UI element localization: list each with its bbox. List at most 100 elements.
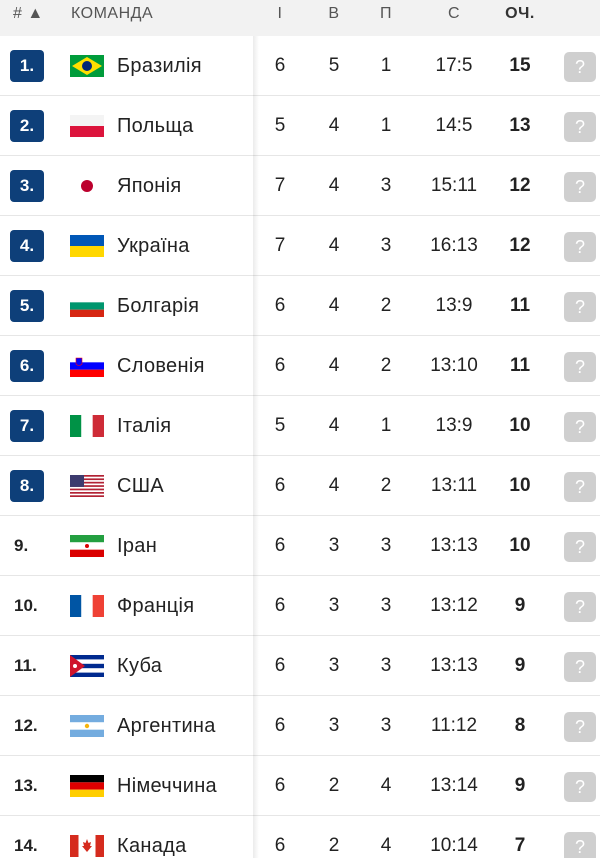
form-help-icon[interactable]: ?	[564, 832, 596, 858]
canada-flag-icon	[70, 835, 104, 857]
sets-cell: 10:14	[430, 835, 478, 856]
points-cell: 11	[509, 295, 531, 316]
table-row[interactable]: 6. Словенія 6 4 2 13:10 11?	[0, 336, 600, 396]
team-name[interactable]: США	[117, 475, 165, 497]
sets-cell: 15:11	[430, 175, 478, 196]
sets-cell: 11:12	[430, 715, 478, 736]
won-cell: 5	[328, 55, 340, 76]
lost-cell: 1	[380, 415, 392, 436]
team-name[interactable]: Словенія	[117, 355, 205, 377]
table-row[interactable]: 12. Аргентина 6 3 3 11:12 8?	[0, 696, 600, 756]
form-help-icon[interactable]: ?	[564, 412, 596, 442]
lost-cell: 2	[380, 295, 392, 316]
team-name[interactable]: Болгарія	[117, 295, 200, 317]
won-cell: 2	[328, 835, 340, 856]
france-flag-icon	[70, 595, 104, 617]
table-row[interactable]: 11. Куба 6 3 3 13:13 9?	[0, 636, 600, 696]
team-name[interactable]: Німеччина	[117, 775, 217, 797]
won-cell: 4	[328, 415, 340, 436]
played-column-header[interactable]: І	[277, 5, 283, 22]
won-cell: 3	[328, 595, 340, 616]
form-help-icon[interactable]: ?	[564, 472, 596, 502]
team-name[interactable]: Аргентина	[117, 715, 216, 737]
table-row[interactable]: 1. Бразилія 6 5 1 17:5 15?	[0, 36, 600, 96]
table-row[interactable]: 5. Болгарія 6 4 2 13:9 11?	[0, 276, 600, 336]
played-cell: 7	[274, 175, 286, 196]
form-help-icon[interactable]: ?	[564, 112, 596, 142]
iran-flag-icon	[70, 535, 104, 557]
team-name[interactable]: Франція	[117, 595, 195, 617]
lost-cell: 2	[380, 355, 392, 376]
team-name[interactable]: Іран	[117, 535, 158, 557]
points-cell: 15	[509, 55, 531, 76]
cuba-flag-icon	[70, 655, 104, 677]
played-cell: 5	[274, 115, 286, 136]
rank-badge: 2.	[10, 110, 44, 142]
played-cell: 6	[274, 355, 286, 376]
won-cell: 4	[328, 115, 340, 136]
form-help-icon[interactable]: ?	[564, 652, 596, 682]
rank-badge: 6.	[10, 350, 44, 382]
won-cell: 3	[328, 535, 340, 556]
team-name[interactable]: Канада	[117, 835, 187, 857]
rank-badge: 3.	[10, 170, 44, 202]
table-row[interactable]: 3. Японія 7 4 3 15:11 12?	[0, 156, 600, 216]
form-help-icon[interactable]: ?	[564, 52, 596, 82]
form-help-icon[interactable]: ?	[564, 712, 596, 742]
team-name[interactable]: Польща	[117, 115, 194, 137]
rank-badge: 12.	[14, 716, 38, 735]
form-help-icon[interactable]: ?	[564, 352, 596, 382]
team-column-header[interactable]: КОМАНДА	[71, 5, 154, 22]
lost-cell: 4	[380, 835, 392, 856]
won-cell: 4	[328, 175, 340, 196]
sets-column-header[interactable]: С	[447, 5, 461, 22]
table-row[interactable]: 10. Франція 6 3 3 13:12 9?	[0, 576, 600, 636]
points-cell: 13	[509, 115, 531, 136]
ukraine-flag-icon	[70, 235, 104, 257]
rank-badge: 1.	[10, 50, 44, 82]
table-row[interactable]: 13. Німеччина 6 2 4 13:14 9?	[0, 756, 600, 816]
table-row[interactable]: 8. США 6 4 2 13:11 10?	[0, 456, 600, 516]
points-cell: 9	[514, 655, 526, 676]
sets-cell: 13:9	[435, 295, 473, 316]
form-help-icon[interactable]: ?	[564, 172, 596, 202]
brazil-flag-icon	[70, 55, 104, 77]
won-cell: 4	[328, 475, 340, 496]
table-row[interactable]: 14. Канада 6 2 4 10:14 7?	[0, 816, 600, 858]
rank-badge: 13.	[14, 776, 38, 795]
table-row[interactable]: 2. Польща 5 4 1 14:5 13?	[0, 96, 600, 156]
table-row[interactable]: 7. Італія 5 4 1 13:9 10?	[0, 396, 600, 456]
team-name[interactable]: Україна	[117, 235, 190, 257]
won-cell: 4	[328, 355, 340, 376]
usa-flag-icon	[70, 475, 104, 497]
won-cell: 4	[328, 295, 340, 316]
team-name[interactable]: Куба	[117, 655, 163, 677]
points-column-header[interactable]: ОЧ.	[505, 5, 535, 22]
points-cell: 12	[509, 235, 531, 256]
rank-badge: 7.	[10, 410, 44, 442]
form-help-icon[interactable]: ?	[564, 532, 596, 562]
rank-badge: 5.	[10, 290, 44, 322]
sets-cell: 17:5	[435, 55, 473, 76]
form-help-icon[interactable]: ?	[564, 592, 596, 622]
team-name[interactable]: Японія	[117, 175, 182, 197]
table-row[interactable]: 4. Україна 7 4 3 16:13 12?	[0, 216, 600, 276]
played-cell: 6	[274, 595, 286, 616]
form-help-icon[interactable]: ?	[564, 772, 596, 802]
won-column-header[interactable]: В	[328, 5, 340, 22]
team-name[interactable]: Італія	[117, 415, 172, 437]
form-help-icon[interactable]: ?	[564, 292, 596, 322]
sets-cell: 13:13	[430, 655, 478, 676]
sets-cell: 14:5	[435, 115, 473, 136]
table-row[interactable]: 9. Іран 6 3 3 13:13 10?	[0, 516, 600, 576]
lost-column-header[interactable]: П	[380, 5, 392, 22]
rank-column-header[interactable]: # ▲	[13, 5, 44, 22]
form-help-icon[interactable]: ?	[564, 232, 596, 262]
japan-flag-icon	[70, 175, 104, 197]
won-cell: 3	[328, 655, 340, 676]
table-header: # ▲ КОМАНДА І В П С ОЧ.	[0, 0, 600, 36]
team-name[interactable]: Бразилія	[117, 55, 202, 77]
poland-flag-icon	[70, 115, 104, 137]
lost-cell: 3	[380, 175, 392, 196]
